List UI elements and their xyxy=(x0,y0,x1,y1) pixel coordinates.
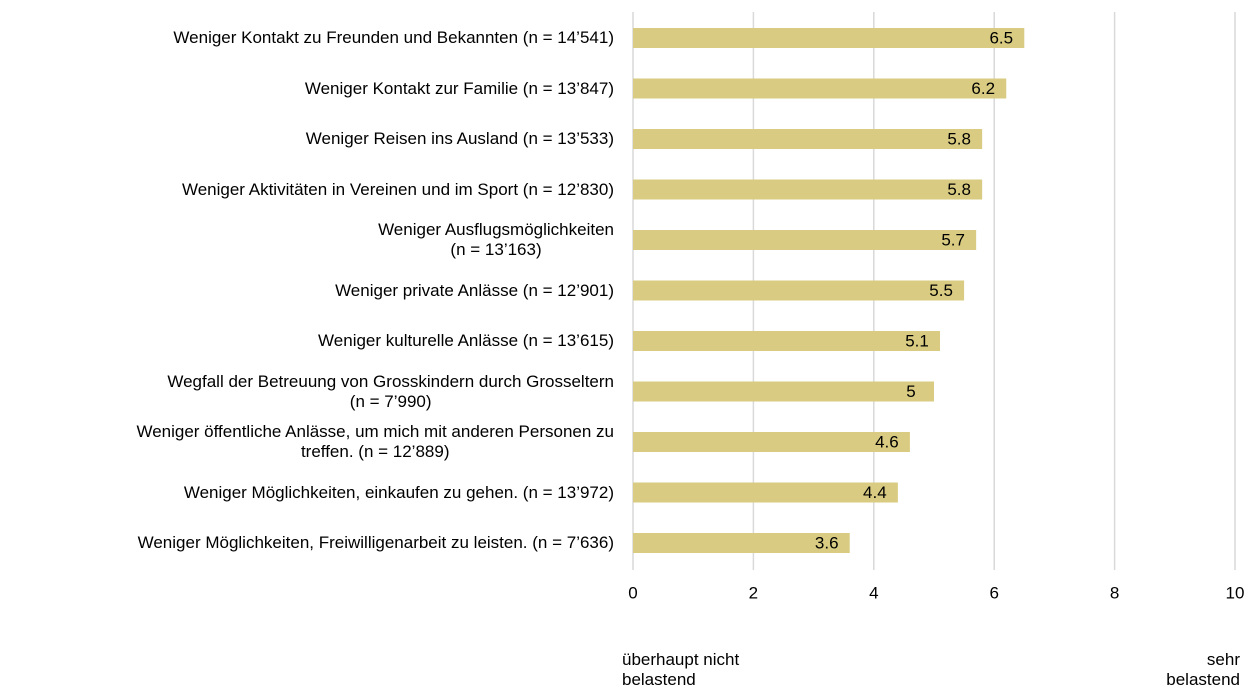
category-label: Weniger kulturelle Anlässe (n = 13’615) xyxy=(318,331,614,350)
value-label: 5.5 xyxy=(929,281,953,300)
value-label: 6.5 xyxy=(989,28,1013,47)
bar xyxy=(633,432,910,452)
axis-annotation-left: überhaupt nicht belastend xyxy=(622,650,740,689)
category-label: Weniger Möglichkeiten, einkaufen zu gehe… xyxy=(183,482,614,502)
value-label: 5.7 xyxy=(941,230,965,249)
value-label: 4.4 xyxy=(863,483,887,502)
x-tick-label: 4 xyxy=(869,583,878,602)
category-label: Weniger öffentliche Anlässe, um mich mit… xyxy=(136,422,614,461)
value-label: 5.8 xyxy=(947,180,971,199)
bar xyxy=(633,280,965,301)
x-tick-label: 10 xyxy=(1226,583,1245,602)
category-label: Weniger Ausflugsmöglichkeiten (n = 13’16… xyxy=(378,220,614,259)
bar xyxy=(633,381,934,402)
x-tick-label: 0 xyxy=(628,583,637,602)
value-label: 4.6 xyxy=(875,432,899,451)
category-label: Wegfall der Betreuung von Grosskindern d… xyxy=(167,371,614,411)
axis-annotation-right: sehr belastend xyxy=(1166,650,1240,689)
category-label: Weniger Aktivitäten in Vereinen und im S… xyxy=(181,179,614,199)
value-label: 5.8 xyxy=(947,129,971,148)
x-tick-label: 6 xyxy=(989,583,998,602)
category-label: Weniger Reisen ins Ausland (n = 13’533) xyxy=(305,129,614,148)
bar xyxy=(633,482,898,503)
bar xyxy=(633,230,977,250)
bar xyxy=(633,331,941,351)
bar xyxy=(633,78,1007,99)
value-label: 3.6 xyxy=(815,533,839,552)
x-tick-label: 2 xyxy=(749,583,758,602)
category-label: Weniger Kontakt zu Freunden und Bekannte… xyxy=(173,28,614,47)
bar xyxy=(633,179,983,200)
category-label: Weniger Möglichkeiten, Freiwilligenarbei… xyxy=(137,533,614,552)
bar xyxy=(633,533,850,553)
x-tick-label: 8 xyxy=(1110,583,1119,602)
value-label: 6.2 xyxy=(971,79,995,98)
category-label: Weniger Kontakt zur Familie (n = 13’847) xyxy=(304,78,614,98)
category-label: Weniger private Anlässe (n = 12’901) xyxy=(335,280,614,300)
bar xyxy=(633,28,1025,48)
value-label: 5 xyxy=(906,382,915,401)
value-label: 5.1 xyxy=(905,331,929,350)
bar xyxy=(633,129,983,149)
